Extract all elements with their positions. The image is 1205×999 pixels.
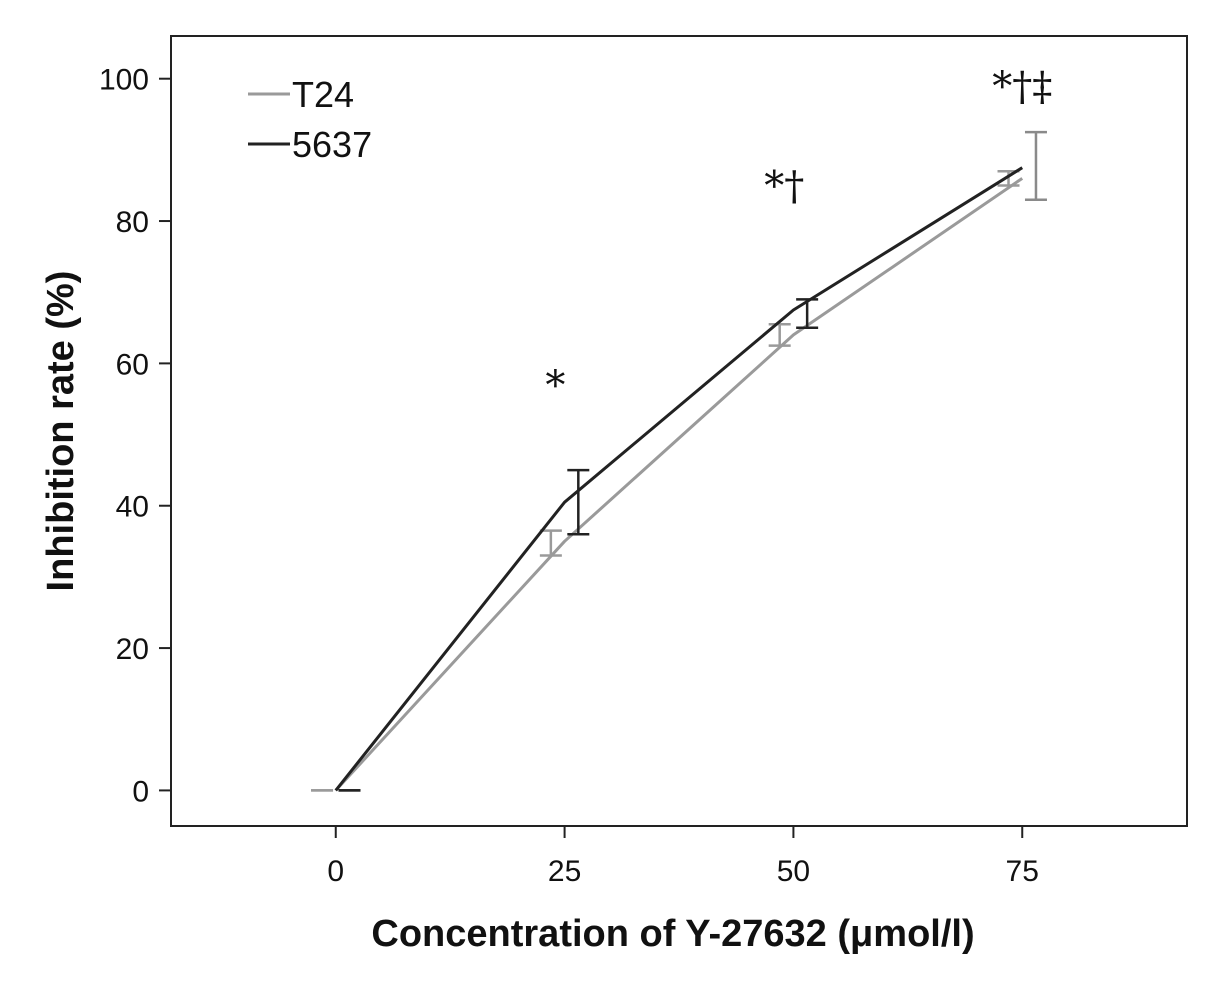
y-tick-label: 100 xyxy=(99,64,149,97)
significance-annotation: *†‡ xyxy=(992,64,1052,110)
series-line-5637 xyxy=(334,166,1024,792)
error-bar-5637-25 xyxy=(567,468,590,536)
x-tick-label: 25 xyxy=(548,855,581,888)
significance-annotation: *† xyxy=(764,164,804,210)
x-tick-label: 75 xyxy=(1006,855,1039,888)
error-bar-T24-50 xyxy=(768,322,791,347)
y-axis-title: Inhibition rate (%) xyxy=(40,271,82,592)
x-tick-label: 50 xyxy=(777,855,810,888)
plot-frame xyxy=(170,35,1188,827)
y-tick-label: 40 xyxy=(116,491,149,524)
y-tick-label: 0 xyxy=(132,775,149,808)
legend-label-5637: 5637 xyxy=(292,124,372,165)
series-layer xyxy=(311,130,1047,792)
annotations: * *† *†‡ xyxy=(545,64,1052,409)
legend: T24 5637 xyxy=(248,74,372,165)
x-axis-title: Concentration of Y-27632 (μmol/l) xyxy=(371,913,974,955)
significance-annotation: * xyxy=(545,363,565,409)
y-tick-label: 20 xyxy=(116,633,149,666)
series-line-T24 xyxy=(334,177,1024,792)
error-bar-T24-25 xyxy=(539,529,562,557)
y-axis: 0 20 40 60 80 100 xyxy=(99,64,171,808)
error-bar-5637-50 xyxy=(796,298,819,330)
error-bar-5637-75 xyxy=(1024,130,1047,201)
y-tick-label: 80 xyxy=(116,206,149,239)
legend-label-T24: T24 xyxy=(292,74,354,115)
y-tick-label: 60 xyxy=(116,348,149,381)
x-tick-label: 0 xyxy=(327,855,344,888)
x-axis: 0 25 50 75 xyxy=(327,826,1039,888)
